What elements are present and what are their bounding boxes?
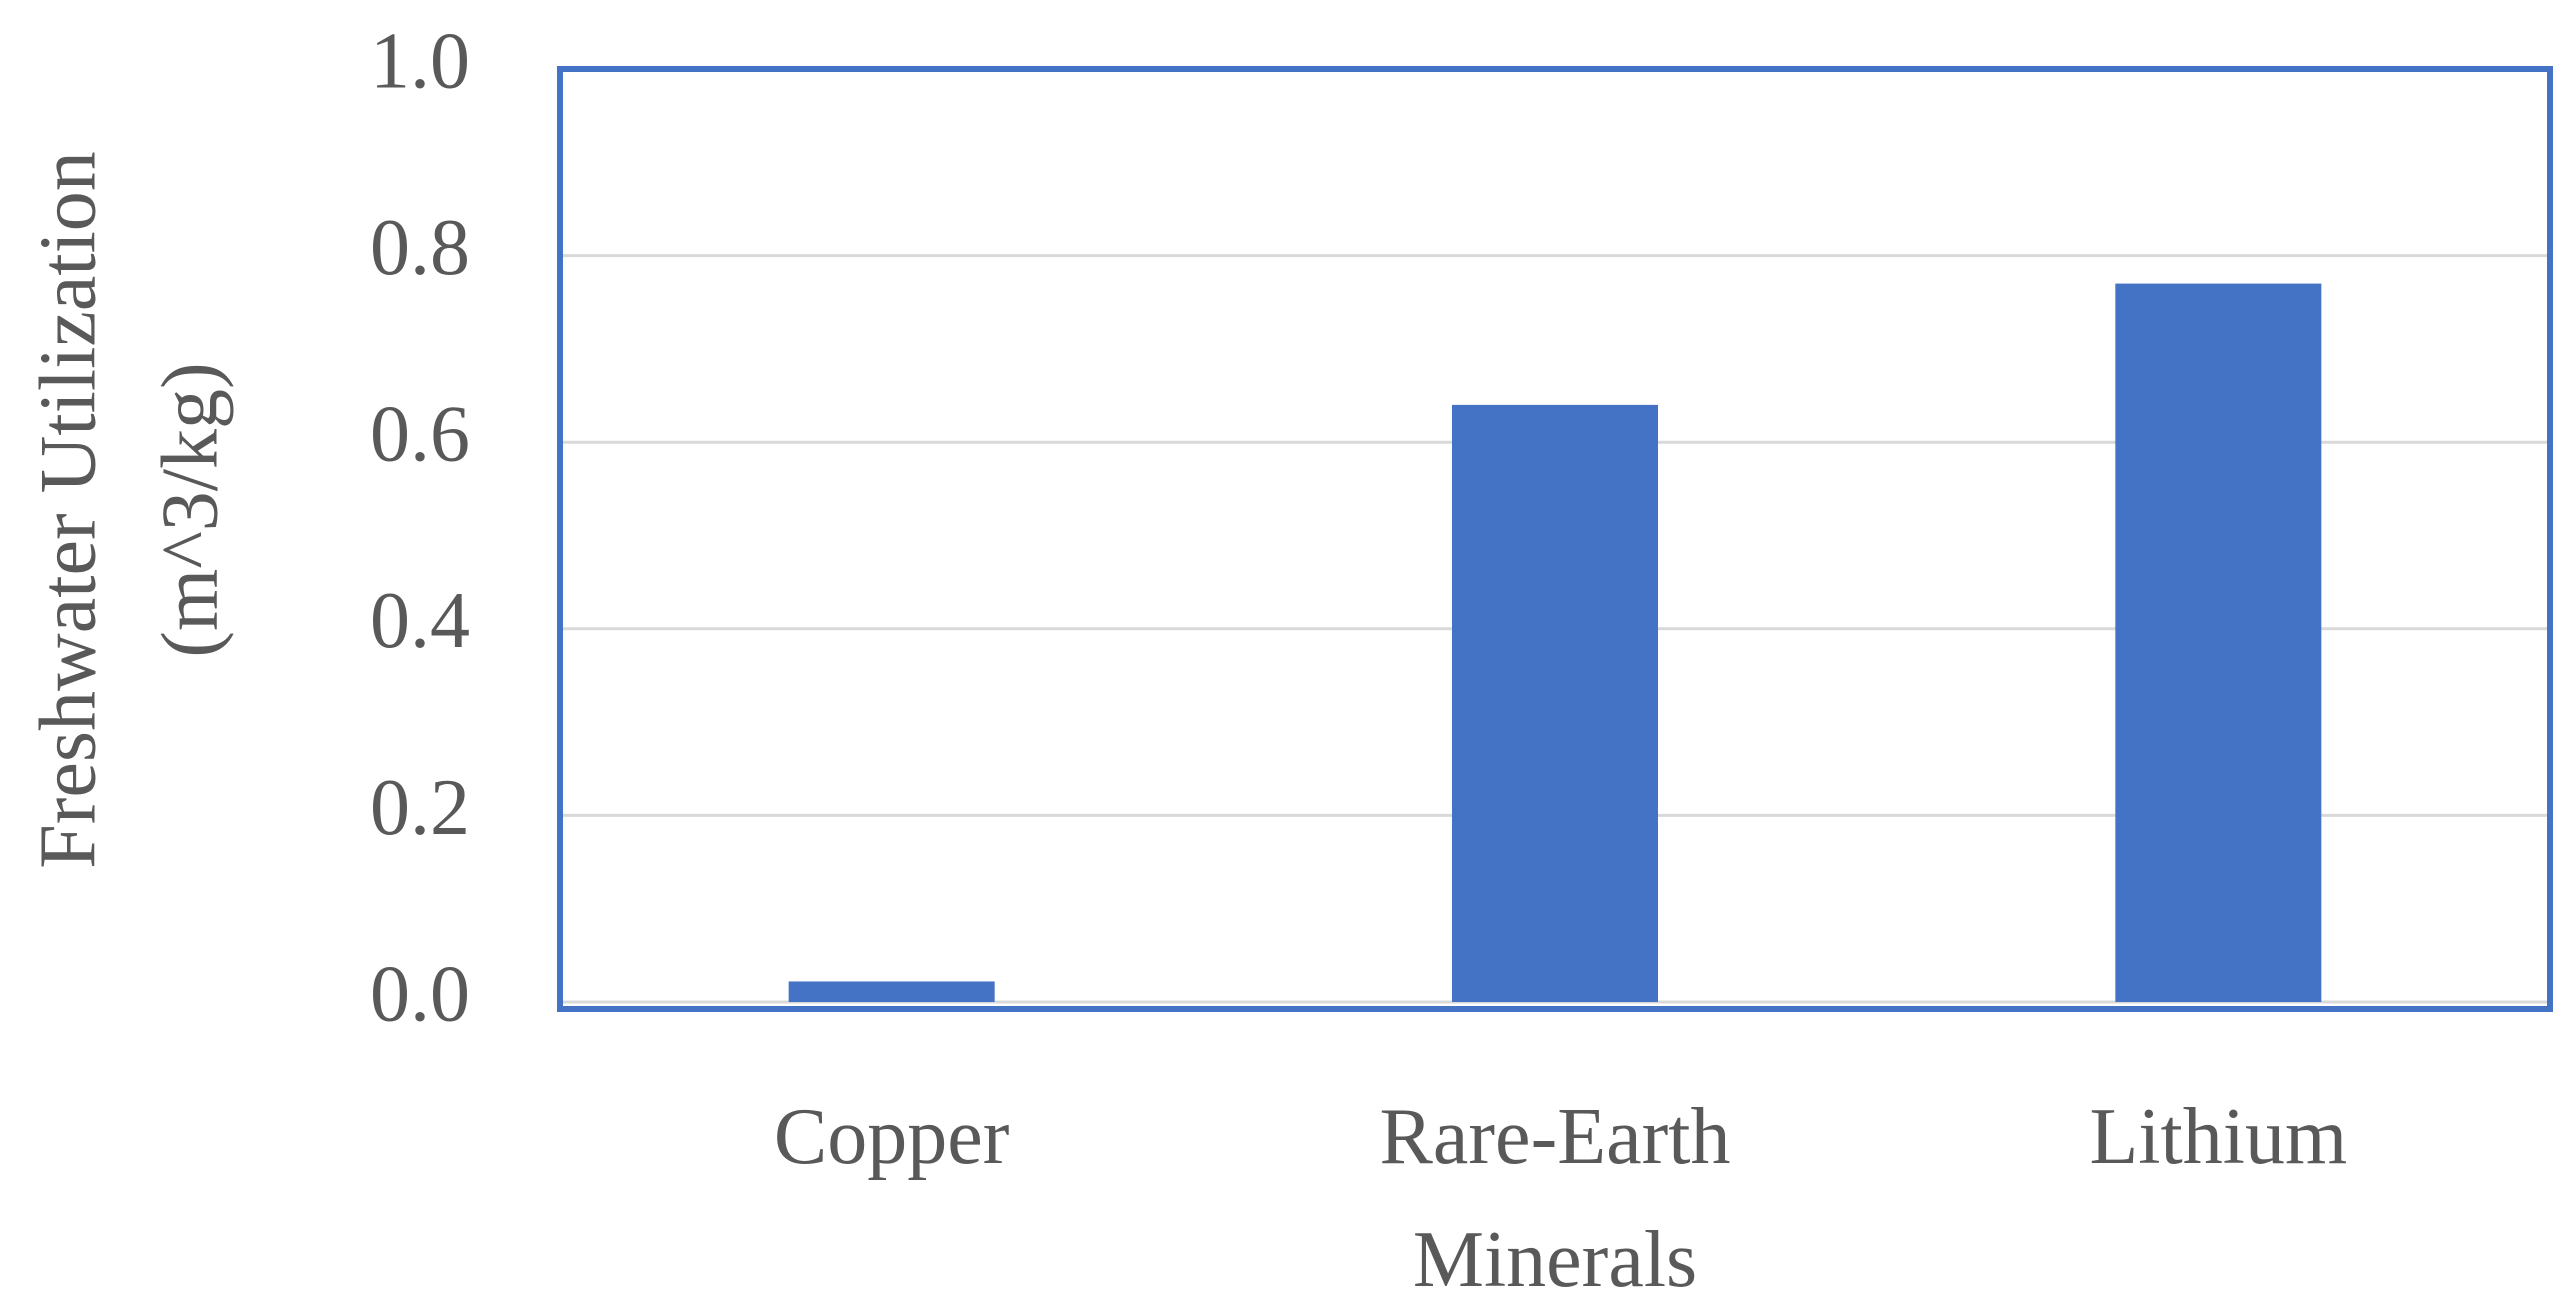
bar <box>788 981 995 1002</box>
bar <box>1452 404 1658 1002</box>
x-tick-label: Lithium <box>2089 1093 2348 1181</box>
x-tick-label: Copper <box>773 1093 1010 1181</box>
y-tick-label: 0.2 <box>370 764 470 852</box>
plot-border <box>557 66 2553 1012</box>
y-tick-label: 0.0 <box>370 950 470 1038</box>
y-axis-label: Freshwater Utilization <box>24 151 112 869</box>
y-tick-label: 1.0 <box>370 17 470 105</box>
y-axis-label: (m^3/kg) <box>146 362 234 657</box>
y-tick-label: 0.8 <box>370 204 470 292</box>
y-tick-label: 0.6 <box>370 391 470 479</box>
y-tick-label: 0.4 <box>370 577 470 665</box>
bar <box>2115 283 2322 1003</box>
x-tick-label: Rare-Earth Minerals <box>1379 1093 1731 1304</box>
